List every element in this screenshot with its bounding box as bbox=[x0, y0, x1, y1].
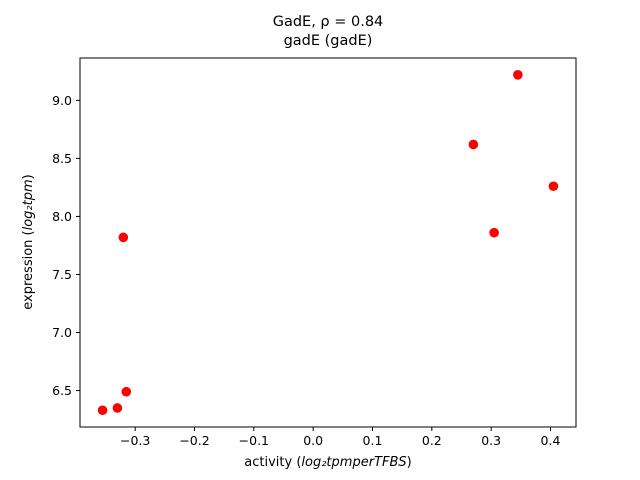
plot-frame bbox=[79, 57, 577, 428]
data-point bbox=[513, 70, 523, 80]
y-tick-label: 8.0 bbox=[52, 209, 72, 224]
y-tick-label: 9.0 bbox=[52, 93, 72, 108]
data-point bbox=[489, 227, 499, 238]
x-tick-label: 0.0 bbox=[303, 433, 323, 448]
y-tick-label: 7.5 bbox=[52, 267, 72, 282]
x-tick-label: 0.4 bbox=[541, 433, 561, 448]
y-tick-label: 6.5 bbox=[52, 383, 72, 398]
y-axis-label: expression (log₂tpm) bbox=[21, 174, 36, 309]
data-point bbox=[468, 139, 479, 150]
x-axis-label: activity (log₂tpmperTFBS) bbox=[244, 455, 411, 470]
data-point bbox=[118, 232, 129, 243]
y-axis-ticks: 6.5 7.0 7.5 8.0 8.5 9.0 bbox=[52, 93, 80, 398]
x-tick-label: 0.2 bbox=[422, 433, 442, 448]
data-point bbox=[112, 403, 123, 413]
scatter-points bbox=[97, 70, 559, 416]
y-tick-label: 7.0 bbox=[52, 325, 72, 340]
x-tick-label: −0.2 bbox=[179, 433, 209, 448]
chart-title-line1: GadE, ρ = 0.84 bbox=[273, 14, 384, 30]
x-tick-label: −0.3 bbox=[120, 433, 150, 448]
y-tick-label: 8.5 bbox=[52, 151, 72, 166]
chart-title-line2: gadE (gadE) bbox=[284, 33, 373, 49]
data-point bbox=[548, 181, 559, 192]
x-axis-ticks: −0.3 −0.2 −0.1 0.0 0.1 0.2 0.3 0.4 bbox=[120, 427, 560, 448]
data-point bbox=[97, 405, 108, 416]
x-tick-label: 0.1 bbox=[363, 433, 383, 448]
x-tick-label: −0.1 bbox=[239, 433, 269, 448]
data-point bbox=[121, 386, 132, 397]
x-tick-label: 0.3 bbox=[481, 433, 501, 448]
